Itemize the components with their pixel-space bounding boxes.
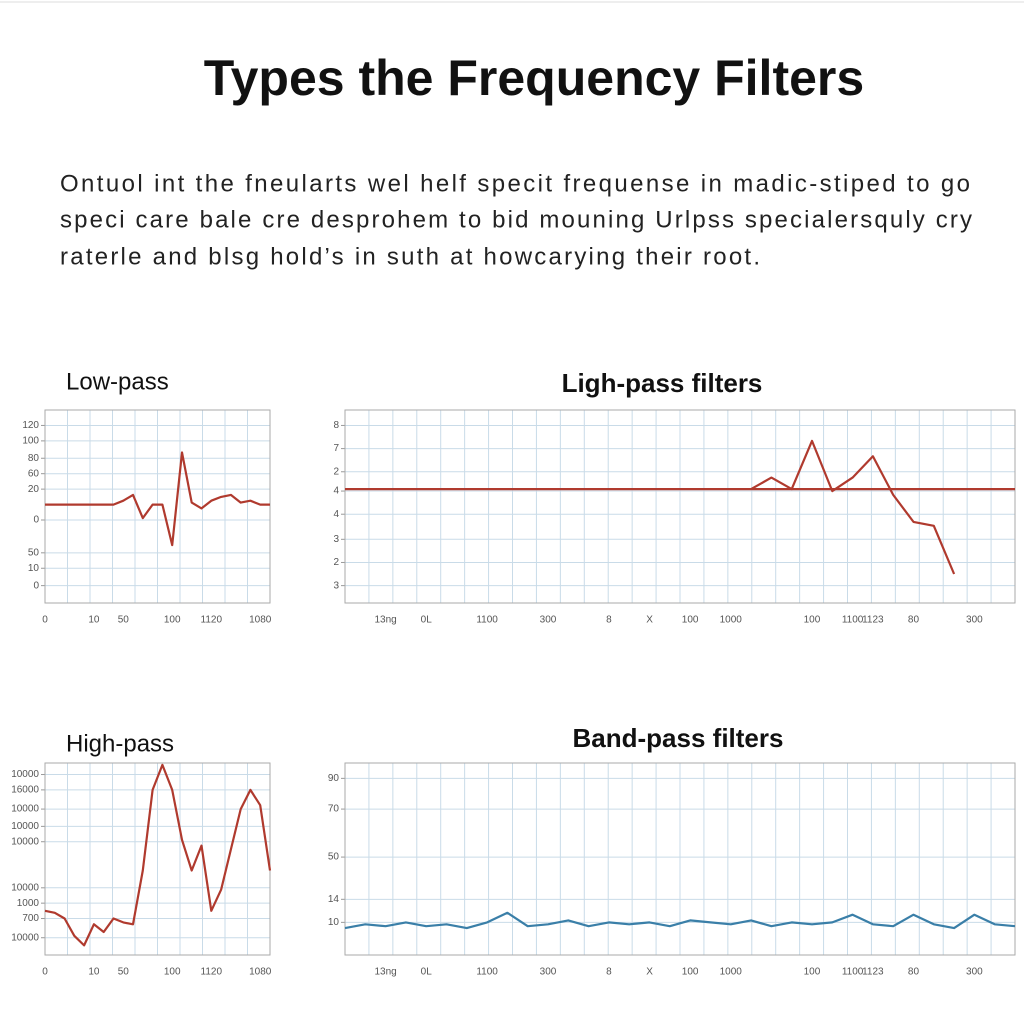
paragraph-line: speci care bale cre desprohem to bid mou…	[60, 206, 972, 233]
y-tick-label: 10000	[11, 932, 39, 943]
x-tick-label: X	[646, 615, 653, 626]
x-tick-label: 1080	[249, 967, 272, 978]
y-tick-label: 4	[333, 509, 339, 520]
paragraph-line: raterle and blsg hold’s in suth at howca…	[60, 243, 760, 270]
y-tick-label: 16000	[11, 785, 39, 796]
y-tick-label: 10	[328, 917, 340, 928]
y-tick-label: 60	[28, 468, 40, 479]
x-tick-label: X	[646, 967, 653, 978]
y-tick-label: 10000	[11, 836, 39, 847]
y-tick-label: 3	[333, 580, 339, 591]
x-tick-label: 0	[42, 615, 48, 626]
x-tick-label: 1100	[842, 967, 864, 978]
x-tick-label: 13ng	[374, 967, 396, 978]
y-tick-label: 50	[28, 547, 40, 558]
x-tick-label: 100	[164, 967, 181, 978]
x-tick-label: 100	[164, 615, 181, 626]
x-tick-label: 100	[682, 967, 699, 978]
y-tick-label: 10000	[11, 804, 39, 815]
y-tick-label: 700	[22, 913, 39, 924]
x-tick-label: 1000	[720, 967, 743, 978]
chart-title: High-pass	[66, 730, 174, 757]
data-line	[44, 763, 272, 947]
y-tick-label: 80	[28, 453, 40, 464]
x-tick-label: 8	[606, 967, 612, 978]
y-tick-label: 70	[328, 804, 340, 815]
y-tick-label: 0	[33, 515, 39, 526]
x-tick-label: 1100	[476, 967, 498, 978]
y-tick-label: 100	[22, 436, 39, 447]
title: Types the Frequency Filters	[204, 50, 864, 106]
x-tick-label: 100	[804, 615, 821, 626]
chart-title: Ligh-pass filters	[562, 368, 763, 398]
x-tick-label: 300	[540, 615, 557, 626]
x-tick-label: 0L	[421, 967, 433, 978]
y-tick-label: 10000	[11, 821, 39, 832]
x-tick-label: 100	[804, 967, 821, 978]
plot-frame	[44, 762, 271, 956]
x-tick-label: 13ng	[374, 615, 396, 626]
x-tick-label: 0L	[421, 615, 433, 626]
paragraph-line: Ontuol int the fneularts wel helf specit…	[60, 170, 970, 197]
x-tick-label: 80	[908, 615, 920, 626]
x-tick-label: 300	[966, 615, 983, 626]
x-tick-label: 0	[42, 967, 48, 978]
y-tick-label: 1000	[17, 898, 40, 909]
data-line	[344, 911, 1016, 930]
y-tick-label: 8	[333, 420, 339, 431]
y-tick-label: 4	[333, 486, 339, 497]
x-tick-label: 300	[540, 967, 557, 978]
x-tick-label: 300	[966, 967, 983, 978]
x-tick-label: 8	[606, 615, 612, 626]
x-tick-label: 10	[88, 615, 100, 626]
y-tick-label: 2	[333, 466, 339, 477]
chart-title: Band-pass filters	[573, 723, 784, 753]
data-line	[45, 451, 270, 547]
y-tick-label: 2	[333, 557, 339, 568]
x-tick-label: 80	[908, 967, 920, 978]
data-line	[750, 439, 956, 575]
x-tick-label: 1100	[842, 615, 864, 626]
x-tick-label: 1080	[249, 615, 272, 626]
x-tick-label: 10	[88, 967, 100, 978]
x-tick-label: 50	[118, 967, 130, 978]
x-tick-label: 1123	[862, 967, 884, 978]
y-tick-label: 14	[328, 894, 340, 905]
y-tick-label: 3	[333, 534, 339, 545]
x-tick-label: 1000	[720, 615, 743, 626]
y-tick-label: 50	[328, 852, 340, 863]
y-tick-label: 10000	[11, 769, 39, 780]
x-tick-label: 1120	[201, 967, 223, 978]
plot-frame	[44, 409, 271, 604]
y-tick-label: 7	[333, 443, 339, 454]
y-tick-label: 10	[28, 563, 40, 574]
x-tick-label: 1100	[476, 615, 498, 626]
x-tick-label: 100	[682, 615, 699, 626]
y-tick-label: 0	[33, 580, 39, 591]
x-tick-label: 1123	[862, 615, 884, 626]
plot-frame	[344, 409, 1016, 604]
y-tick-label: 10000	[11, 882, 39, 893]
x-tick-label: 50	[118, 615, 130, 626]
y-tick-label: 90	[328, 773, 340, 784]
y-tick-label: 120	[22, 420, 39, 431]
y-tick-label: 20	[28, 484, 40, 495]
plot-frame	[344, 762, 1016, 956]
x-tick-label: 1120	[201, 615, 223, 626]
chart-title: Low-pass	[66, 368, 169, 395]
